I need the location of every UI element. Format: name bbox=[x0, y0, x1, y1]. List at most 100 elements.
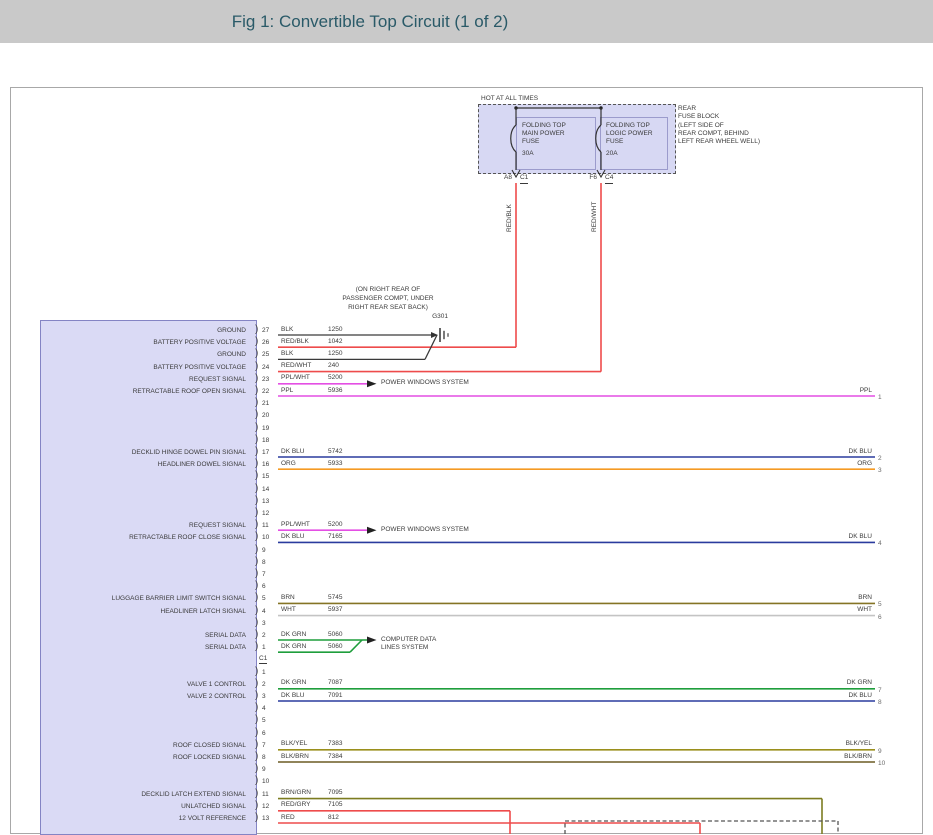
signal-label: BATTERY POSITIVE VOLTAGE bbox=[153, 339, 246, 347]
pin-number: 2 bbox=[262, 632, 266, 639]
figure-title: Fig 1: Convertible Top Circuit (1 of 2) bbox=[231, 12, 509, 31]
pin-number: 10 bbox=[262, 534, 270, 542]
signal-label: RETRACTABLE ROOF OPEN SIGNAL bbox=[132, 388, 246, 395]
signal-label: DECKLID LATCH EXTEND SIGNAL bbox=[141, 790, 246, 798]
wire-color-label: DK BLU bbox=[281, 532, 305, 540]
connector-arrow bbox=[596, 169, 606, 179]
circuit-number: 7087 bbox=[328, 679, 343, 687]
signal-label: SERIAL DATA bbox=[204, 644, 246, 652]
signal-label: HEADLINER DOWEL SIGNAL bbox=[157, 461, 246, 469]
pin-number: 6 bbox=[262, 729, 266, 737]
circuit-number: 7091 bbox=[328, 691, 343, 699]
edge-wire-number: 7 bbox=[878, 686, 882, 694]
circuit-number: 1250 bbox=[328, 349, 343, 357]
pin-bracket: ) bbox=[255, 348, 259, 360]
pin-number: 8 bbox=[262, 558, 266, 566]
edge-wire-label: DK BLU bbox=[848, 447, 872, 455]
pin-bracket: ) bbox=[255, 385, 259, 396]
pin-number: 2 bbox=[262, 680, 266, 688]
pin-bracket: ) bbox=[255, 397, 259, 409]
pin-number: 12 bbox=[262, 802, 270, 810]
pin-bracket: ) bbox=[255, 494, 259, 506]
pin-number: 19 bbox=[262, 424, 270, 432]
circuit-number: 1250 bbox=[328, 325, 343, 333]
wire-color-label: PPL/WHT bbox=[281, 520, 310, 528]
pin-bracket: ) bbox=[255, 751, 259, 762]
pin-number: 9 bbox=[262, 766, 266, 774]
pin-bracket: ) bbox=[255, 665, 259, 677]
circuit-number: 240 bbox=[328, 362, 339, 370]
fuse-block-location-label: REAR FUSE BLOCK (LEFT SIDE OF REAR COMPT… bbox=[678, 105, 760, 146]
signal-label: DECKLID HINGE DOWEL PIN SIGNAL bbox=[131, 449, 246, 456]
pin-bracket: ) bbox=[255, 482, 259, 494]
fuse2-rating: 20A bbox=[606, 150, 618, 157]
wire-color-label: PPL/WHT bbox=[281, 374, 310, 382]
circuit-number: 5200 bbox=[328, 520, 343, 528]
pin-bracket: ) bbox=[255, 702, 259, 714]
edge-wire-number: 2 bbox=[878, 455, 882, 462]
edge-wire-number: 4 bbox=[878, 540, 882, 548]
wire-line-join bbox=[349, 639, 363, 653]
wire-line-join bbox=[424, 334, 438, 360]
bottom-component-outline bbox=[564, 820, 839, 834]
pin-number: 4 bbox=[262, 705, 266, 713]
wire-color-label: DK BLU bbox=[281, 447, 305, 455]
fuse2-terminal-label: F6 bbox=[589, 174, 597, 181]
pin-bracket: ) bbox=[255, 641, 259, 653]
system-arrow bbox=[367, 526, 377, 534]
fuse1-box bbox=[516, 117, 596, 170]
signal-label: BATTERY POSITIVE VOLTAGE bbox=[153, 363, 246, 371]
edge-wire-label: BRN bbox=[858, 593, 872, 601]
pin-number: 8 bbox=[262, 754, 266, 761]
pin-bracket: ) bbox=[255, 409, 259, 421]
pin-number: 3 bbox=[262, 693, 266, 700]
pin-number: 1 bbox=[262, 668, 266, 676]
circuit-number: 7383 bbox=[328, 740, 343, 748]
pin-number: 14 bbox=[262, 485, 270, 493]
pin-bracket: ) bbox=[255, 580, 259, 592]
pin-bracket: ) bbox=[255, 458, 259, 470]
edge-wire-label: DK BLU bbox=[848, 532, 872, 540]
edge-wire-number: 1 bbox=[878, 394, 882, 401]
system-target-label: POWER WINDOWS SYSTEM bbox=[381, 379, 469, 387]
circuit-number: 7165 bbox=[328, 532, 343, 540]
fuse2-connector-label: C4 bbox=[605, 174, 614, 184]
ground-id-label: G301 bbox=[432, 313, 448, 320]
pin-number: 7 bbox=[262, 571, 266, 578]
pin-number: 13 bbox=[262, 815, 270, 822]
wire-color-label: RED bbox=[281, 813, 295, 821]
pin-bracket: ) bbox=[255, 592, 259, 604]
pin-number: 7 bbox=[262, 741, 266, 749]
circuit-number: 1042 bbox=[328, 337, 343, 345]
circuit-number: 5060 bbox=[328, 642, 343, 650]
circuit-number: 7095 bbox=[328, 789, 343, 797]
system-target-label: COMPUTER DATA LINES SYSTEM bbox=[381, 635, 437, 652]
wire-color-label: BLK/YEL bbox=[281, 740, 308, 748]
circuit-number: 5200 bbox=[328, 374, 343, 382]
ground-location-note: (ON RIGHT REAR OF PASSENGER COMPT, UNDER… bbox=[342, 286, 434, 311]
pin-number: 9 bbox=[262, 546, 266, 554]
pin-number: 3 bbox=[262, 619, 266, 627]
pin-number: 5 bbox=[262, 595, 266, 603]
edge-wire-label: BLK/BRN bbox=[844, 752, 872, 760]
signal-label: GROUND bbox=[217, 327, 246, 334]
edge-wire-label: BLK/YEL bbox=[845, 740, 872, 748]
pin-bracket: ) bbox=[255, 799, 259, 811]
pin-bracket: ) bbox=[255, 433, 259, 445]
pin-bracket: ) bbox=[255, 616, 259, 628]
pin-number: 10 bbox=[262, 778, 270, 786]
wire-color-label: DK BLU bbox=[281, 691, 305, 699]
pin-bracket: ) bbox=[255, 324, 259, 335]
fuse-element bbox=[595, 124, 602, 153]
pin-bracket: ) bbox=[255, 629, 259, 640]
pin-number: 16 bbox=[262, 461, 270, 469]
pin-bracket: ) bbox=[255, 543, 259, 555]
wire-color-label: ORG bbox=[281, 459, 296, 467]
pin-bracket: ) bbox=[255, 738, 259, 750]
signal-label: LUGGAGE BARRIER LIMIT SWITCH SIGNAL bbox=[111, 595, 246, 603]
connector-divider-label: C1 bbox=[259, 655, 268, 665]
signal-label: VALVE 1 CONTROL bbox=[187, 680, 246, 688]
signal-label: REQUEST SIGNAL bbox=[189, 522, 246, 530]
fuse1-name: FOLDING TOP MAIN POWER FUSE bbox=[522, 122, 566, 145]
fuse1-terminal-label: A8 bbox=[504, 174, 512, 181]
